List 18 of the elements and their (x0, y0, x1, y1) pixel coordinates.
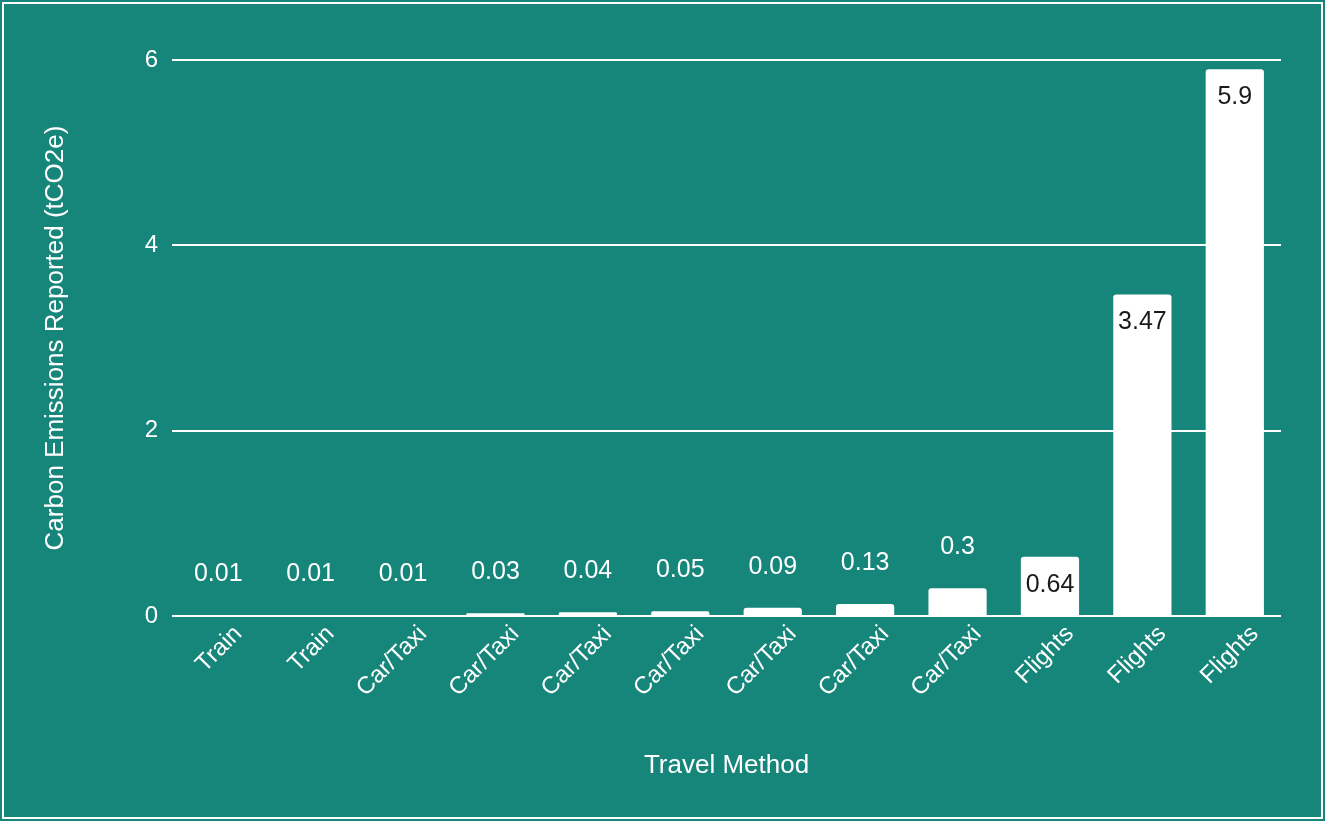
data-label: 0.01 (378, 557, 428, 586)
data-label: 0.3 (940, 531, 975, 560)
data-label: 0.13 (840, 546, 890, 575)
data-label: 0.01 (193, 557, 243, 586)
data-label: 0.01 (286, 557, 335, 586)
data-label: 0.05 (655, 554, 705, 583)
data-label: 0.09 (748, 550, 798, 579)
y-tick-label: 0 (144, 600, 158, 628)
x-axis-title: Travel Method (643, 748, 810, 779)
data-label: 0.64 (1025, 568, 1075, 597)
y-tick-label: 2 (144, 415, 158, 443)
data-label: 0.04 (563, 555, 613, 584)
y-tick-label: 4 (144, 229, 158, 257)
y-axis-title: Carbon Emissions Reported (tCO2e) (38, 125, 69, 551)
data-label: 5.9 (1217, 81, 1253, 110)
y-tick-label: 6 (144, 44, 158, 72)
data-label: 0.03 (471, 556, 520, 585)
data-label: 3.47 (1118, 306, 1167, 335)
